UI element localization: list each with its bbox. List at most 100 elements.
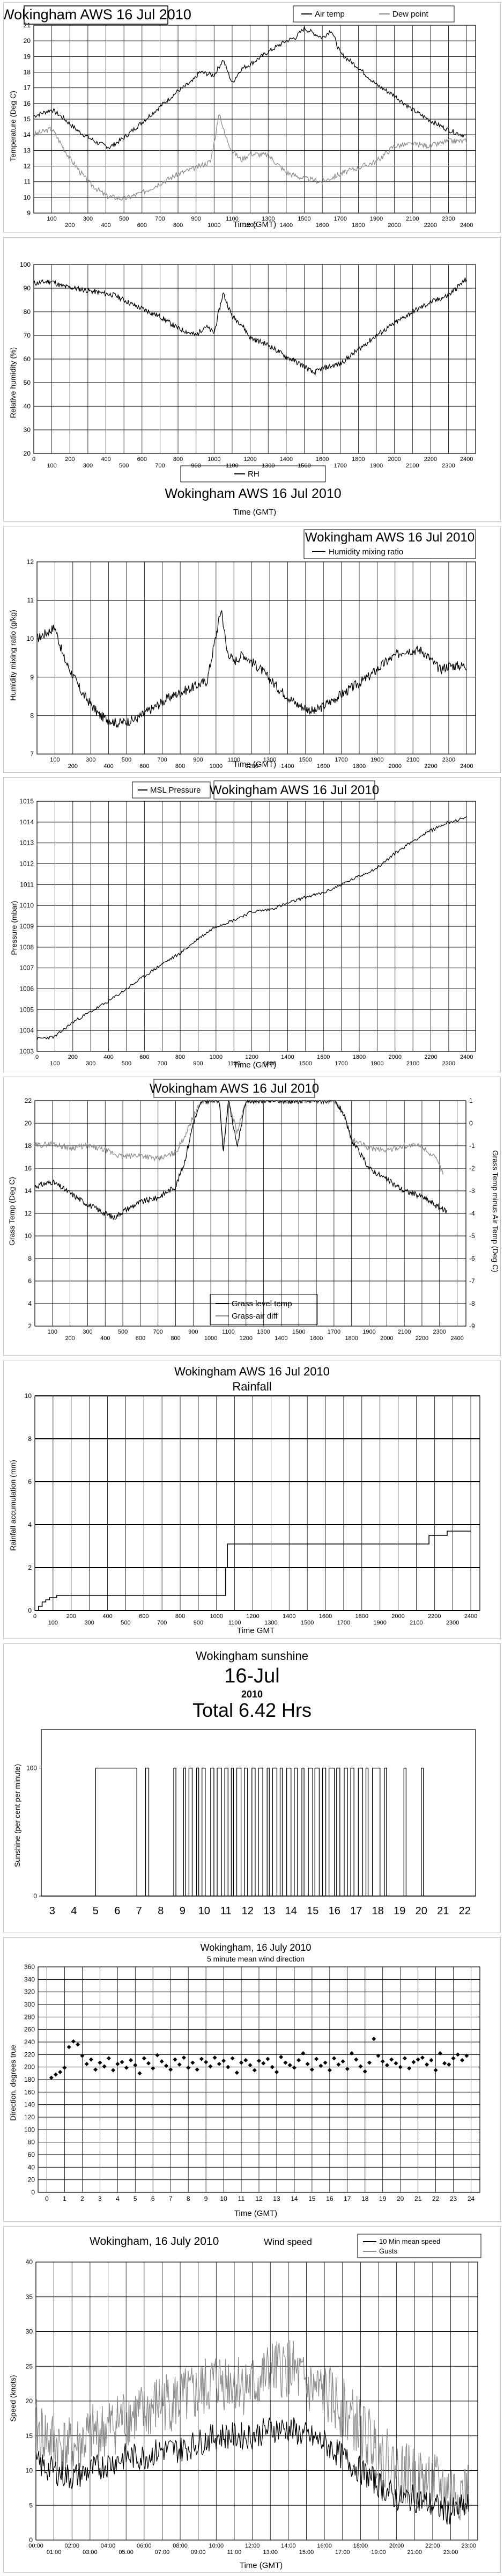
y-tick-label: 25: [26, 2362, 33, 2370]
direction-point: [460, 2058, 465, 2062]
x-tick-label: 1600: [317, 763, 330, 770]
direction-point: [84, 2061, 89, 2066]
y-tick-label: 60: [28, 2151, 35, 2158]
x-tick-label: 900: [191, 463, 201, 469]
x-tick-label: 2200: [424, 456, 437, 463]
x-tick-label: 14:00: [281, 2543, 296, 2549]
x-tick-label: 17: [344, 2195, 351, 2202]
x-tick-label: 0: [32, 456, 35, 463]
x-tick-label: 1800: [352, 222, 365, 229]
sunshine-pulse: [145, 1767, 150, 1896]
x-tick-label: 1500: [298, 463, 310, 469]
y-tick-label-right: -5: [469, 1232, 475, 1240]
direction-point: [394, 2061, 398, 2066]
x-tick-label: 900: [188, 1329, 198, 1335]
y-tick-label-right: -6: [469, 1255, 475, 1262]
x-tick-label: 19: [379, 2195, 387, 2202]
x-tick-label: 2300: [442, 463, 455, 469]
sunshine-total: Total 6.42 Hrs: [192, 1699, 312, 1721]
direction-point: [53, 2072, 58, 2077]
y-tick-label: 9: [30, 674, 34, 681]
x-tick-label: 7: [169, 2195, 173, 2202]
x-axis-label: Time (GMT): [233, 508, 276, 517]
y-tick-label: 320: [24, 1988, 35, 1996]
x-tick-label: 500: [119, 216, 129, 222]
y-tick-label: 1008: [19, 943, 34, 951]
y-tick-label: 10: [27, 635, 34, 642]
x-tick-label: 200: [65, 1335, 75, 1342]
y-tick-label: 21: [24, 21, 31, 29]
x-tick-label: 1000: [210, 1054, 223, 1060]
direction-point: [380, 2059, 385, 2064]
x-tick-label: 1800: [345, 1335, 358, 1342]
x-tick-label: 400: [100, 1335, 110, 1342]
x-tick-label: 1400: [280, 456, 293, 463]
direction-point: [226, 2065, 231, 2069]
direction-point: [234, 2070, 239, 2075]
sunshine-pulse: [279, 1767, 283, 1896]
y-tick-label: 9: [27, 209, 31, 217]
y-tick-label: 1014: [19, 818, 34, 826]
x-tick-label: 1800: [353, 763, 366, 770]
sunshine-pulse: [217, 1767, 222, 1896]
y-tick-label: 340: [24, 1975, 35, 1983]
direction-point: [350, 2051, 354, 2055]
legend-label-grass-air-diff: Grass-air diff: [232, 1312, 278, 1321]
direction-point: [80, 2053, 85, 2058]
direction-point: [425, 2062, 429, 2067]
sunshine-pulse: [294, 1767, 298, 1896]
x-tick-label: 1800: [352, 456, 365, 463]
x-tick-label: 1100: [228, 1620, 241, 1626]
legend-label-rh: RH: [248, 470, 260, 479]
direction-point: [204, 2060, 209, 2065]
title-box: [213, 780, 375, 800]
legend-label-mean-speed: 10 Min mean speed: [379, 2237, 440, 2245]
x-tick-label: 1800: [355, 1613, 368, 1620]
x-tick-label: 13: [273, 2195, 280, 2202]
x-tick-label: 1900: [370, 216, 383, 222]
x-tick-label: 01:00: [47, 2549, 62, 2556]
y-tick-label: 30: [24, 426, 31, 434]
y-tick-label: 2: [28, 1322, 32, 1330]
y-tick-label: 1007: [19, 964, 34, 972]
x-tick-label: 1300: [262, 216, 275, 222]
legend-label-air-temp: Air temp: [315, 10, 345, 19]
sunshine-pulse: [196, 1767, 199, 1896]
x-tick-label: 23:00: [461, 2543, 476, 2549]
x-tick-label: 11: [238, 2195, 245, 2202]
temperature-chart: Wokingham AWS 16 Jul 2010 Air temp Dew p…: [4, 5, 476, 229]
x-tick-label: 1000: [207, 222, 220, 229]
direction-point: [88, 2057, 93, 2062]
chart-subtitle: 5 minute mean wind direction: [207, 1955, 305, 1963]
x-tick-label: 1900: [370, 463, 383, 469]
y-tick-label-right: -2: [469, 1165, 475, 1172]
x-tick-label: 12: [242, 1905, 254, 1917]
y-tick-label: 220: [24, 2051, 35, 2058]
y-tick-label: 14: [24, 131, 31, 138]
y-tick-label-right: 0: [469, 1119, 473, 1127]
direction-point: [455, 2052, 460, 2057]
x-tick-label: 10: [198, 1905, 210, 1917]
x-tick-label: 8: [158, 1905, 164, 1917]
grass-temperature-chart: Wokingham AWS 16 Jul 2010 Grass level te…: [8, 1079, 500, 1342]
direction-point: [239, 2060, 244, 2065]
y-tick-label: 1004: [19, 1027, 34, 1034]
x-tick-label: 6: [151, 2195, 155, 2202]
x-tick-label: 200: [65, 222, 75, 229]
series-line-air-temp: [33, 26, 467, 150]
y-axis-label: Sunshine (per cent per minute): [13, 1764, 21, 1867]
y-tick-label-right: -7: [469, 1277, 475, 1285]
x-tick-label: 1000: [210, 1613, 223, 1620]
chart-subtitle: Wind speed: [264, 2237, 312, 2247]
x-tick-label: 2400: [460, 456, 473, 463]
x-tick-label: 2300: [442, 216, 455, 222]
rainfall-chart: Wokingham AWS 16 Jul 2010 Rainfall Time …: [9, 1365, 480, 1635]
series-line-gusts: [35, 2340, 469, 2521]
chart-subtitle: Rainfall: [232, 1380, 271, 1393]
direction-point: [146, 2061, 151, 2066]
x-tick-label: 1000: [210, 763, 223, 770]
y-axis-label: Pressure (mbar): [10, 901, 18, 955]
pressure-chart: MSL Pressure Wokingham AWS 16 Jul 2010 T…: [10, 780, 476, 1070]
x-tick-label: 1300: [257, 1329, 270, 1335]
panel-mixing-ratio: Wokingham AWS 16 Jul 2010 Humidity mixin…: [3, 526, 501, 773]
